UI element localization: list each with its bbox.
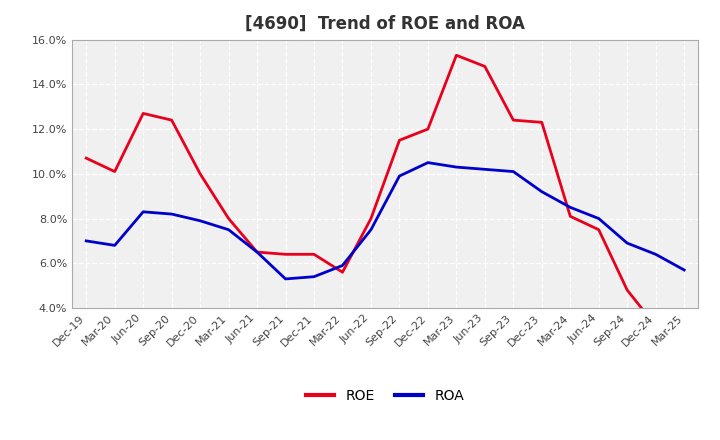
ROA <box>338 263 347 268</box>
ROE <box>110 169 119 174</box>
ROA <box>566 205 575 210</box>
ROE <box>652 323 660 329</box>
ROA <box>652 252 660 257</box>
ROA <box>423 160 432 165</box>
ROE <box>366 216 375 221</box>
ROE <box>566 214 575 219</box>
ROE <box>423 126 432 132</box>
ROA <box>167 211 176 216</box>
ROA <box>366 227 375 232</box>
Line: ROE: ROE <box>86 55 656 326</box>
ROA <box>537 189 546 194</box>
ROE <box>480 64 489 69</box>
ROA <box>110 243 119 248</box>
ROE <box>310 252 318 257</box>
ROA <box>196 218 204 224</box>
ROE <box>282 252 290 257</box>
ROA <box>310 274 318 279</box>
ROE <box>225 216 233 221</box>
ROE <box>395 138 404 143</box>
ROA <box>480 167 489 172</box>
ROA <box>225 227 233 232</box>
ROA <box>595 216 603 221</box>
ROA <box>395 173 404 179</box>
ROA <box>82 238 91 244</box>
ROE <box>196 171 204 176</box>
ROE <box>167 117 176 123</box>
ROA <box>139 209 148 214</box>
ROE <box>623 287 631 293</box>
ROA <box>253 249 261 255</box>
ROE <box>452 53 461 58</box>
ROE <box>537 120 546 125</box>
ROE <box>509 117 518 123</box>
ROA <box>452 165 461 170</box>
ROA <box>282 276 290 282</box>
ROA <box>509 169 518 174</box>
ROE <box>82 155 91 161</box>
ROE <box>139 111 148 116</box>
Title: [4690]  Trend of ROE and ROA: [4690] Trend of ROE and ROA <box>246 15 525 33</box>
ROE <box>338 270 347 275</box>
Line: ROA: ROA <box>86 163 684 279</box>
ROE <box>253 249 261 255</box>
ROA <box>680 268 688 273</box>
ROE <box>595 227 603 232</box>
Legend: ROE, ROA: ROE, ROA <box>301 383 469 408</box>
ROA <box>623 241 631 246</box>
